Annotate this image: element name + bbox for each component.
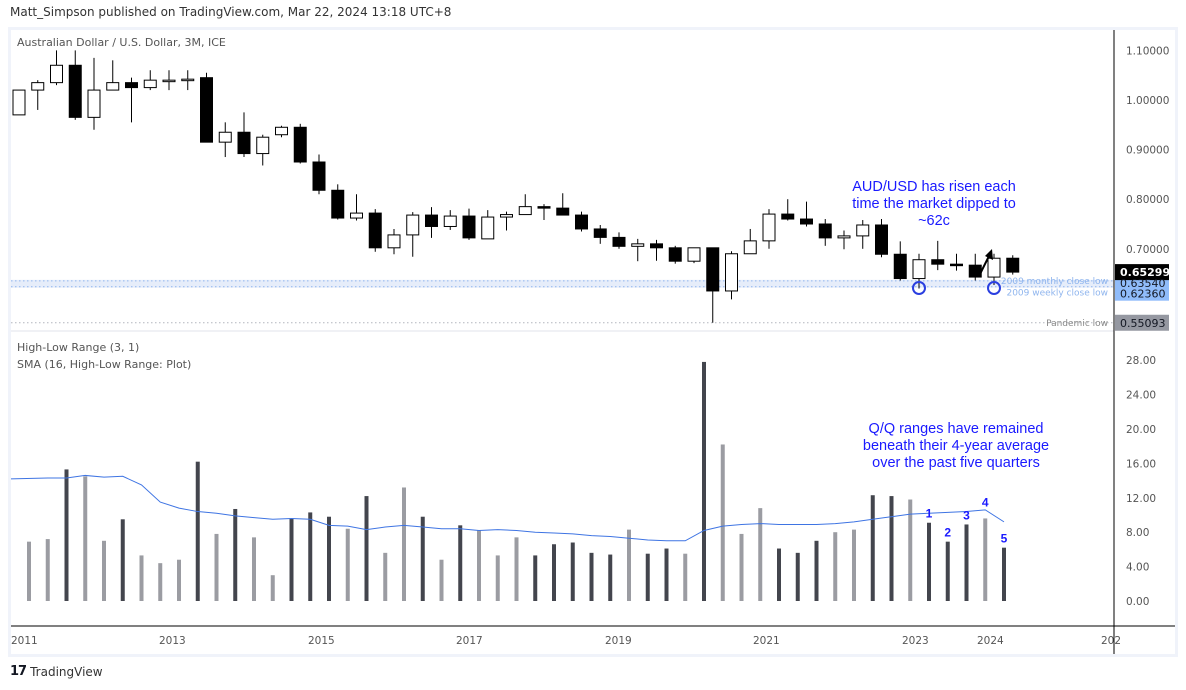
svg-text:0.63540: 0.63540 bbox=[1120, 277, 1166, 290]
publish-info: Matt_Simpson published on TradingView.co… bbox=[10, 5, 452, 19]
svg-text:2009 weekly close low: 2009 weekly close low bbox=[1006, 289, 1108, 299]
svg-text:12.00: 12.00 bbox=[1126, 493, 1156, 505]
chart-area: 2009 monthly close low 2009 weekly close … bbox=[11, 30, 1175, 654]
tradingview-logo[interactable]: 17 TradingView bbox=[10, 664, 103, 679]
svg-text:2023: 2023 bbox=[902, 635, 929, 647]
svg-text:4.00: 4.00 bbox=[1126, 562, 1149, 574]
svg-text:2019: 2019 bbox=[605, 635, 632, 647]
symbol-title: Australian Dollar / U.S. Dollar, 3M, ICE bbox=[17, 36, 226, 49]
svg-text:2015: 2015 bbox=[308, 635, 335, 647]
svg-text:0.00: 0.00 bbox=[1126, 596, 1149, 608]
svg-text:Pandemic low: Pandemic low bbox=[1046, 319, 1108, 329]
svg-text:1.10000: 1.10000 bbox=[1126, 45, 1169, 57]
svg-text:0.55093: 0.55093 bbox=[1120, 317, 1166, 330]
svg-text:0.70000: 0.70000 bbox=[1126, 244, 1169, 256]
svg-text:5: 5 bbox=[1001, 532, 1008, 546]
svg-text:3: 3 bbox=[963, 508, 970, 522]
svg-text:2009 monthly close low: 2009 monthly close low bbox=[1001, 277, 1108, 287]
svg-text:2011: 2011 bbox=[11, 635, 38, 647]
svg-text:0.80000: 0.80000 bbox=[1126, 194, 1169, 206]
indicator-title-range: High-Low Range (3, 1) bbox=[17, 341, 140, 354]
svg-text:20.00: 20.00 bbox=[1126, 424, 1156, 436]
svg-text:2024: 2024 bbox=[977, 635, 1004, 647]
chart-canvas[interactable]: 2009 monthly close low 2009 weekly close … bbox=[11, 30, 1175, 654]
svg-text:8.00: 8.00 bbox=[1126, 527, 1149, 539]
svg-text:4: 4 bbox=[982, 495, 989, 509]
brand-name: TradingView bbox=[30, 664, 103, 679]
svg-text:1: 1 bbox=[926, 507, 933, 521]
svg-text:2017: 2017 bbox=[456, 635, 483, 647]
svg-text:1.00000: 1.00000 bbox=[1126, 95, 1169, 107]
svg-text:16.00: 16.00 bbox=[1126, 458, 1156, 470]
svg-text:202: 202 bbox=[1101, 635, 1121, 647]
svg-text:0.62360: 0.62360 bbox=[1120, 288, 1166, 301]
indicator-title-sma: SMA (16, High-Low Range: Plot) bbox=[17, 358, 192, 371]
svg-text:24.00: 24.00 bbox=[1126, 390, 1156, 402]
price-annotation: AUD/USD has risen each time the market d… bbox=[852, 179, 1016, 229]
svg-text:2: 2 bbox=[944, 526, 951, 540]
svg-text:2013: 2013 bbox=[159, 635, 186, 647]
range-annotation: Q/Q ranges have remained beneath their 4… bbox=[862, 421, 1050, 471]
tv-logo-icon: 17 bbox=[10, 664, 27, 679]
svg-text:2021: 2021 bbox=[753, 635, 780, 647]
svg-text:28.00: 28.00 bbox=[1126, 355, 1156, 367]
svg-text:0.90000: 0.90000 bbox=[1126, 145, 1169, 157]
svg-text:0.65299: 0.65299 bbox=[1120, 266, 1170, 279]
